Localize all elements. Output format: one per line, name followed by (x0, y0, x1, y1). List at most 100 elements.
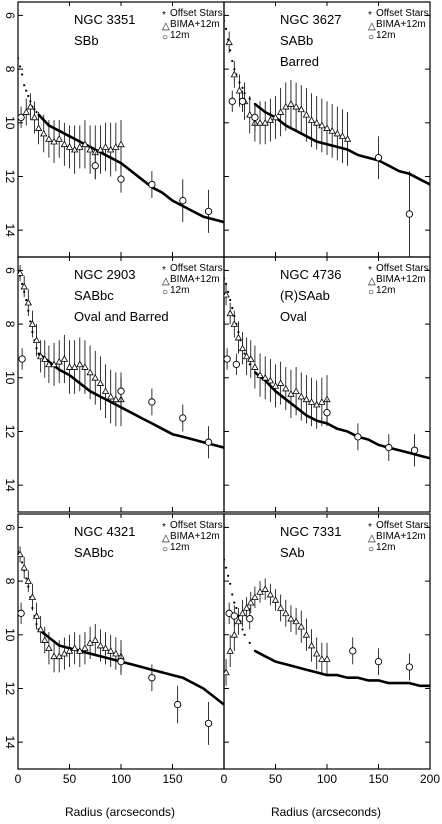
panel-data (18, 57, 224, 233)
legend-marker: ○ (162, 32, 168, 43)
y-tick-label: 6 (3, 267, 17, 274)
single-dish-point (230, 612, 238, 620)
bima-point (86, 368, 94, 376)
legend-label: 12m (376, 542, 395, 553)
bima-point (32, 336, 41, 344)
bima-point (287, 390, 295, 397)
offset-star-point (29, 320, 32, 323)
bima-point (101, 644, 110, 652)
x-tick-label: 50 (63, 772, 77, 786)
bima-point (318, 655, 326, 662)
bima-point (96, 379, 105, 386)
panel-galaxy-name: NGC 3351 (74, 12, 135, 27)
bima-point (287, 614, 295, 622)
offset-star-point (18, 550, 20, 553)
bima-point (112, 649, 120, 657)
bima-point (65, 363, 74, 370)
bima-point (81, 363, 89, 370)
bima-point (101, 143, 110, 150)
single-dish-point (117, 387, 125, 395)
bima-point (323, 124, 331, 131)
bima-point (271, 596, 280, 603)
y-tick-label: 14 (3, 223, 17, 237)
single-dish-point (204, 207, 213, 216)
bima-point (318, 398, 326, 405)
bima-point (28, 320, 37, 327)
bima-point (256, 118, 264, 126)
offset-star-point (227, 290, 230, 293)
bima-point (323, 655, 331, 662)
bima-point (36, 352, 45, 360)
panel-ngc-3351: 6 8 10 12 14 NGC 3351 SBb * Offset Stars△ BIMA+12… (3, 1, 225, 258)
bima-point (91, 373, 99, 381)
x-tick-label: 50 (269, 772, 283, 786)
x-axis-label-left: Radius (arcseconds) (65, 805, 175, 819)
offset-star-point (18, 65, 22, 68)
panel-data (224, 558, 430, 688)
bima-point (55, 135, 63, 142)
bima-point (276, 604, 285, 611)
bima-point (30, 113, 39, 121)
single-dish-point (179, 196, 187, 205)
offset-star-point (224, 27, 228, 30)
single-dish-point (354, 433, 362, 441)
offset-star-point (21, 282, 24, 285)
panel-data (18, 546, 224, 745)
bima-point (313, 400, 321, 408)
legend-label: Offset Stars (170, 263, 223, 274)
y-tick-label: 10 (3, 116, 17, 130)
panel-ngc-4321: 6 8 10 12 14 0 50 100 150 NGC 4321 SABbc * Offset St… (3, 513, 225, 786)
legend-marker: △ (368, 276, 376, 287)
offset-star-point (229, 582, 232, 585)
bima-point (45, 360, 53, 368)
single-dish-point (385, 443, 393, 452)
bima-point (292, 387, 300, 395)
legend-label: 12m (170, 542, 189, 553)
single-dish-point (410, 446, 419, 454)
offset-star-point (18, 269, 20, 272)
bima-point (247, 355, 255, 362)
single-dish-point (246, 615, 254, 623)
panel-galaxy-name: NGC 7331 (280, 524, 341, 539)
legend-marker: △ (162, 533, 170, 544)
bima-point (55, 357, 63, 365)
panel-galaxy-name: NGC 4321 (74, 524, 135, 539)
bima-point (224, 290, 230, 298)
bima-point (91, 636, 99, 643)
single-dish-point (148, 180, 156, 189)
legend-marker: ○ (368, 544, 374, 555)
panel-galaxy-type: SBb (74, 33, 99, 48)
bima-point (28, 593, 37, 601)
legend-label: Offset Stars (170, 520, 223, 531)
bima-point (36, 625, 45, 633)
offset-star-point (21, 561, 24, 564)
bima-point (101, 387, 110, 395)
legend-marker: △ (368, 21, 376, 32)
offset-star-point (229, 298, 232, 302)
offset-star-point (18, 57, 20, 60)
panel-frame (223, 513, 431, 770)
y-tick-label: 6 (3, 12, 17, 19)
panel-ngc-7331: 0 50 100 150 200 NGC 7331 SAb * Offset Stars△ BIM… (221, 513, 440, 786)
legend-label: 12m (376, 30, 395, 41)
legend-label: BIMA+12m (170, 531, 220, 542)
offset-star-point (27, 94, 30, 98)
legend-label: 12m (170, 285, 189, 296)
bima-point (26, 102, 35, 110)
x-tick-label: 150 (162, 772, 182, 786)
panel-ngc-3627: NGC 3627 SABb Barred * Offset Stars△ BIMA+12m… (223, 1, 431, 258)
bima-point (81, 644, 89, 652)
bima-point (251, 593, 259, 601)
y-tick-label: 8 (3, 578, 17, 585)
bima-point (230, 630, 238, 638)
legend-label: Offset Stars (376, 8, 429, 19)
offset-star-point (25, 298, 28, 302)
legend-label: Offset Stars (376, 520, 429, 531)
single-dish-point (323, 409, 331, 417)
bima-point (32, 612, 41, 619)
x-tick-label: 100 (317, 772, 337, 786)
legend-marker: * (162, 265, 166, 276)
offset-star-point (231, 59, 234, 63)
bima-point (50, 652, 58, 660)
bima-point (234, 617, 243, 625)
